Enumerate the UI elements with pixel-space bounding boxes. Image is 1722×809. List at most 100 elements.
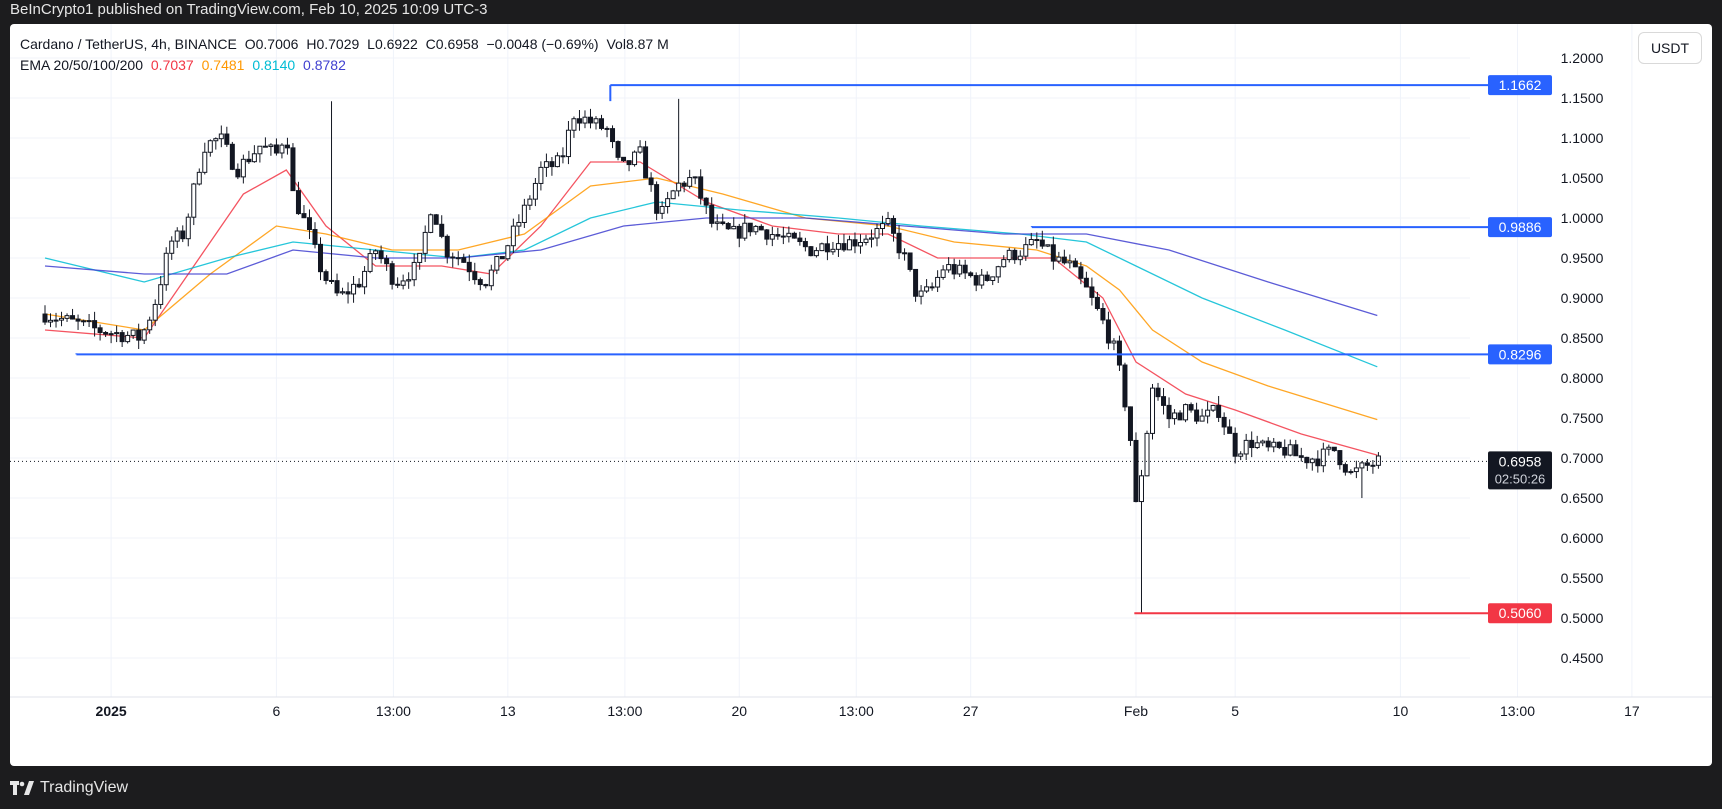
price-tag — [1488, 603, 1552, 624]
candle-body — [1194, 409, 1200, 422]
candle-body — [1205, 409, 1211, 417]
candle-body — [1001, 259, 1007, 268]
candle-body — [334, 280, 340, 294]
candle-body — [830, 248, 836, 253]
candle-body — [362, 270, 368, 288]
candle-body — [1364, 462, 1370, 466]
candle-body — [874, 228, 880, 239]
candle-body — [946, 264, 952, 271]
candle-body — [610, 128, 616, 143]
candle-body — [1028, 239, 1034, 246]
candle-body — [329, 279, 335, 282]
candle-body — [560, 155, 566, 158]
candle-body — [444, 235, 450, 258]
candle-body — [472, 271, 478, 281]
candle-body — [395, 283, 401, 286]
candle-body — [411, 261, 417, 281]
candle-body — [207, 140, 213, 153]
candle-body — [1061, 256, 1067, 264]
ema-row: EMA 20/50/100/200 0.7037 0.7481 0.8140 0… — [20, 55, 673, 76]
candle-body — [626, 160, 632, 166]
candle-body — [1287, 444, 1293, 456]
candle-body — [1227, 426, 1233, 434]
candle-body — [841, 243, 847, 251]
tradingview-logo[interactable]: TradingView — [10, 779, 128, 797]
candle-body — [64, 315, 70, 319]
candle-body — [273, 144, 279, 154]
candle-body — [593, 118, 599, 124]
candle-body — [968, 272, 974, 277]
candle-body — [136, 329, 142, 341]
candle-body — [488, 269, 494, 287]
candle-body — [891, 218, 897, 234]
price-chart[interactable]: 0.4500 0.5000 0.5500 0.6000 0.6500 0.7000 0.75… — [10, 24, 1712, 766]
y-tick-label: 0.7000 — [1561, 450, 1604, 466]
candle-body — [466, 261, 472, 273]
y-tick-label: 0.7500 — [1561, 410, 1604, 426]
candle-body — [1072, 260, 1078, 268]
candle-body — [907, 252, 913, 270]
candle-body — [81, 320, 87, 323]
candle-body — [924, 286, 930, 292]
candle-body — [450, 256, 456, 259]
candle-body — [1045, 244, 1051, 247]
candle-body — [1315, 458, 1321, 467]
volume-value: Vol8.87 M — [606, 36, 669, 52]
candle-body — [1249, 439, 1255, 449]
candle-body — [935, 276, 941, 288]
currency-button[interactable]: USDT — [1638, 32, 1702, 64]
candle-body — [213, 138, 219, 142]
candle-body — [1100, 307, 1106, 321]
candle-body — [141, 329, 147, 341]
candle-body — [1370, 464, 1376, 467]
ema100-value: 0.8140 — [252, 57, 296, 73]
candle-body — [301, 213, 307, 219]
candle-body — [191, 183, 197, 218]
candle-body — [532, 182, 538, 200]
candle-body — [130, 329, 136, 336]
candle-body — [251, 153, 257, 163]
y-tick-label: 0.5500 — [1561, 570, 1604, 586]
candle-body — [1353, 467, 1359, 473]
x-tick-label: 13:00 — [1500, 703, 1535, 719]
candle-body — [554, 155, 560, 168]
candle-body — [698, 176, 704, 199]
candle-body — [599, 118, 605, 129]
candle-body — [1039, 239, 1045, 247]
candle-body — [1238, 453, 1244, 457]
candle-body — [984, 274, 990, 281]
x-tick-label: 13:00 — [607, 703, 642, 719]
candle-body — [896, 232, 902, 254]
candle-body — [764, 229, 770, 240]
candle-body — [1017, 255, 1023, 261]
candle-body — [345, 291, 351, 295]
candle-body — [1282, 446, 1288, 456]
candle-body — [306, 217, 312, 231]
candle-body — [990, 276, 996, 281]
candle-body — [1094, 296, 1100, 309]
ema-line-ema200 — [44, 217, 1378, 317]
x-tick-label: 2025 — [96, 703, 127, 719]
candle-body — [1271, 441, 1277, 448]
candle-body — [885, 218, 891, 225]
symbol-label[interactable]: Cardano / TetherUS, 4h, BINANCE — [20, 36, 237, 52]
x-tick-label: 13:00 — [839, 703, 874, 719]
candle-body — [846, 239, 852, 251]
candle-body — [731, 225, 737, 230]
current-price-tag — [1488, 451, 1552, 490]
candle-body — [483, 284, 489, 287]
ema-label[interactable]: EMA 20/50/100/200 — [20, 57, 143, 73]
candle-body — [70, 315, 76, 320]
candle-body — [1023, 244, 1029, 257]
candle-body — [1166, 404, 1172, 420]
candle-body — [604, 127, 610, 130]
candle-body — [852, 239, 858, 247]
candle-body — [103, 331, 109, 335]
candle-body — [576, 118, 582, 124]
countdown-label: 02:50:26 — [1495, 471, 1546, 486]
candle-body — [97, 327, 103, 333]
candle-body — [813, 250, 819, 257]
candle-body — [791, 232, 797, 239]
candle-body — [863, 238, 869, 243]
candle-body — [587, 116, 593, 124]
